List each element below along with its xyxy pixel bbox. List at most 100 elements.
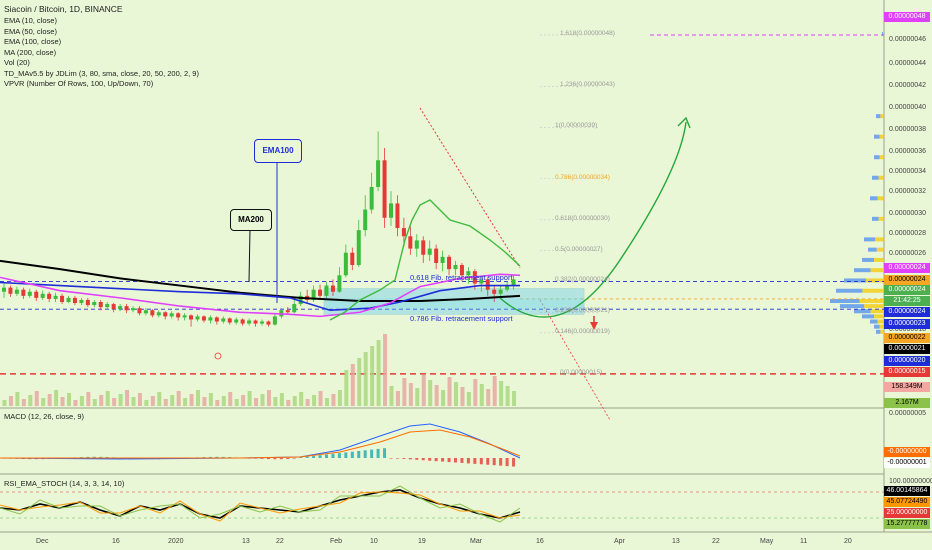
volume-profile-bar-down — [866, 278, 884, 283]
price-tick: 0.00000040 — [889, 104, 926, 111]
time-tick: 16 — [536, 538, 544, 545]
trendline — [419, 107, 521, 269]
price-tag: 0.00000024 — [884, 275, 930, 285]
rsi-line — [0, 489, 521, 519]
candle-body — [505, 285, 510, 290]
macd-signal — [0, 429, 521, 459]
ma-line — [0, 259, 521, 302]
volume-profile-bar-down — [874, 257, 884, 262]
volume-bar — [125, 390, 130, 406]
volume-bar — [454, 382, 458, 406]
time-tick: 11 — [800, 538, 808, 545]
fib-786-annotation: 0.786 Fib. retracement support — [410, 314, 513, 323]
macd-histogram — [376, 448, 380, 458]
time-tick: 13 — [242, 538, 250, 545]
candle-body — [272, 316, 277, 325]
volume-bar — [383, 334, 388, 406]
macd-histogram — [473, 458, 477, 464]
candle-body — [466, 271, 471, 276]
chart-title: Siacoin / Bitcoin, 1D, BINANCE — [4, 4, 123, 14]
rsi-tag: 25.00000000 — [884, 508, 930, 518]
candle-body — [98, 302, 103, 308]
volume-profile-bar-down — [880, 114, 884, 119]
candle-body — [266, 321, 271, 325]
time-tick: 20 — [844, 538, 852, 545]
volume-profile-bar-up — [874, 155, 880, 160]
rsi-tick: 100.00000000 — [889, 478, 932, 485]
candle-body — [14, 289, 19, 294]
time-tick: 2020 — [168, 538, 184, 545]
candle-body — [150, 310, 155, 316]
volume-bar — [492, 376, 497, 406]
candle-body — [427, 248, 432, 255]
time-tick: Feb — [330, 538, 343, 545]
volume-profile-bar-up — [836, 288, 863, 293]
volume-bar — [279, 393, 284, 406]
candle-body — [389, 203, 393, 218]
time-tick: May — [760, 538, 774, 545]
volume-bar — [157, 392, 162, 406]
rsi-tag: 15.27777778 — [884, 519, 930, 529]
candle-body — [79, 299, 84, 304]
candle-body — [434, 248, 439, 263]
callout-pointer — [248, 228, 251, 283]
volume-bar — [260, 394, 265, 406]
volume-profile-bar-up — [830, 299, 860, 303]
volume-profile-bar-down — [875, 237, 884, 242]
time-tick: 22 — [276, 538, 284, 545]
time-tick: Dec — [36, 538, 49, 545]
time-tick: 19 — [418, 538, 426, 545]
volume-profile-bar-up — [854, 309, 871, 314]
candle-body — [169, 313, 174, 317]
candle-body — [2, 287, 6, 292]
volume-bar — [131, 397, 136, 406]
candle-body — [459, 265, 464, 276]
candle-body — [292, 304, 297, 313]
volume-bar — [428, 380, 433, 406]
macd-histogram — [466, 458, 470, 464]
candle-body — [492, 289, 497, 294]
volume-bar — [305, 399, 310, 406]
macd-histogram — [279, 458, 283, 460]
time-tick: 13 — [672, 538, 680, 545]
volume-bar — [60, 397, 65, 406]
candle-body — [208, 317, 213, 321]
volume-profile-bar-down — [864, 304, 884, 309]
volume-bar — [434, 385, 439, 406]
volume-bar — [254, 398, 259, 406]
macd-histogram — [318, 455, 322, 458]
volume-profile-bar-down — [883, 31, 884, 36]
candle-body — [440, 256, 445, 263]
macd-histogram — [331, 453, 335, 458]
volume-bar — [415, 388, 420, 406]
candle-body — [356, 230, 361, 266]
volume-bar — [408, 383, 413, 406]
fib-level-label: 1.618(0.00000048) — [560, 29, 615, 37]
macd-histogram — [505, 458, 509, 467]
price-tick: 0.00000018 — [889, 326, 926, 333]
volume-profile-bar-up — [844, 278, 866, 283]
macd-histogram — [221, 456, 225, 458]
candle-body — [40, 293, 45, 298]
candle-body — [298, 295, 303, 305]
macd-histogram — [286, 458, 290, 460]
volume-bar — [512, 391, 517, 406]
volume-bar — [357, 358, 362, 406]
rsi-tag: 45.07724490 — [884, 497, 930, 507]
volume-bar — [299, 392, 304, 406]
price-tick: 0.00000030 — [889, 210, 926, 217]
candle-body — [111, 304, 116, 310]
volume-profile-bar-down — [877, 319, 884, 324]
volume-bar — [325, 398, 329, 406]
volume-profile-bar-up — [876, 329, 881, 334]
projection-arrowhead — [677, 116, 691, 129]
volume-bar — [505, 386, 510, 406]
price-tag: 0.00000015 — [884, 367, 930, 377]
macd-histogram — [492, 458, 496, 466]
projection-path — [499, 121, 687, 318]
candle-body — [408, 236, 413, 249]
price-tick: 0.00000032 — [889, 188, 926, 195]
volume-profile-bar-down — [874, 314, 884, 319]
volume-bar — [344, 370, 349, 406]
